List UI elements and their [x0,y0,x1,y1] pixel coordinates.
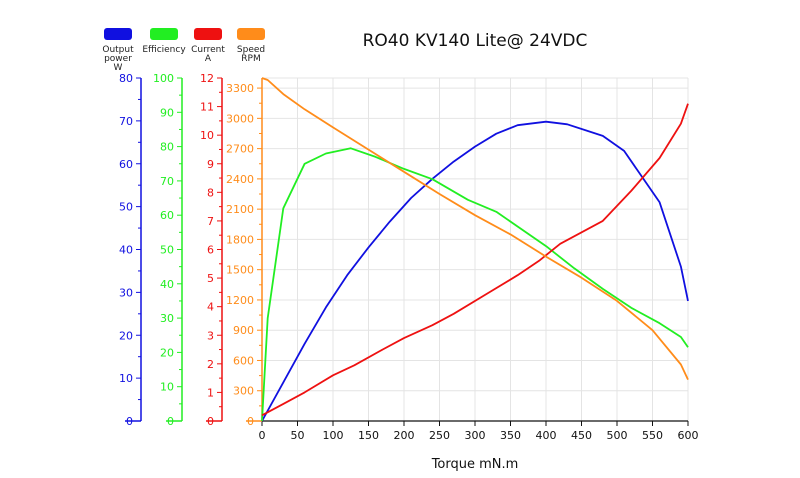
legend-swatch-current [194,28,222,40]
x-tick-label: 250 [429,429,450,442]
efficiency-tick-label: 50 [160,244,174,257]
power-tick-label: 10 [119,372,133,385]
legend-label-line: Speed [237,45,265,55]
grid [262,77,689,421]
speed-tick-label: 2700 [226,143,254,156]
current-tick-label: 12 [200,72,214,85]
x-tick-label: 0 [259,429,266,442]
x-tick-label: 50 [291,429,305,442]
power-tick-label: 30 [119,286,133,299]
efficiency-tick-label: 60 [160,209,174,222]
efficiency-tick-label: 100 [153,72,174,85]
speed-tick-label: 1800 [226,233,254,246]
efficiency-tick-label: 80 [160,141,174,154]
x-tick-label: 300 [465,429,486,442]
speed-tick-label: 2400 [226,173,254,186]
legend-label-line: W [114,63,123,73]
legend-label-line: Output [102,45,134,55]
x-tick-label: 400 [536,429,557,442]
legend-swatch-speed [237,28,265,40]
legend-swatch-power [104,28,132,40]
current-tick-label: 5 [207,272,214,285]
current-tick-label: 4 [207,301,214,314]
power-tick-label: 0 [126,415,133,428]
speed-tick-label: 3300 [226,82,254,95]
series-lines [261,77,689,422]
legend-label-line: A [205,54,212,64]
x-tick-label: 600 [678,429,699,442]
current-tick-label: 11 [200,101,214,114]
speed-tick-label: 2100 [226,203,254,216]
legend-label-power: Output power W [102,45,134,73]
x-tick-label: 350 [500,429,521,442]
efficiency-tick-label: 90 [160,106,174,119]
speed-tick-label: 300 [233,385,254,398]
legend-label-current: Current A [191,45,225,64]
x-tick-label: 450 [571,429,592,442]
legend: Output power W Efficiency Current A Speed RPM [102,28,265,73]
series-line-efficiency [261,147,689,422]
efficiency-tick-label: 10 [160,381,174,394]
series-line-power [261,120,689,422]
power-tick-label: 20 [119,329,133,342]
current-tick-label: 0 [207,415,214,428]
power-tick-label: 50 [119,201,133,214]
speed-tick-label: 1200 [226,294,254,307]
current-tick-label: 8 [207,186,214,199]
speed-tick-label: 600 [233,354,254,367]
legend-label-line: Current [191,45,225,55]
x-tick-label: 100 [323,429,344,442]
legend-label-speed: Speed RPM [237,45,265,64]
current-tick-label: 7 [207,215,214,228]
legend-label-line: RPM [241,54,260,64]
efficiency-tick-label: 0 [167,415,174,428]
current-tick-label: 2 [207,358,214,371]
axes: 0 50 100 150 200 250 300 350 400 450 500 550 6000102… [119,72,699,442]
speed-tick-label: 1500 [226,264,254,277]
x-tick-label: 150 [358,429,379,442]
efficiency-tick-label: 20 [160,346,174,359]
current-tick-label: 10 [200,129,214,142]
legend-label-line: power [104,54,132,64]
current-tick-label: 9 [207,158,214,171]
current-tick-label: 3 [207,329,214,342]
efficiency-tick-label: 30 [160,312,174,325]
speed-tick-label: 900 [233,324,254,337]
power-tick-label: 40 [119,244,133,257]
legend-swatch-efficiency [150,28,178,40]
legend-label-efficiency: Efficiency [142,45,186,55]
x-tick-label: 500 [607,429,628,442]
power-tick-label: 70 [119,115,133,128]
speed-tick-label: 0 [247,415,254,428]
series-line-current [261,103,689,417]
current-tick-label: 1 [207,386,214,399]
current-tick-label: 6 [207,244,214,257]
power-tick-label: 60 [119,158,133,171]
efficiency-tick-label: 40 [160,278,174,291]
legend-label-line: Efficiency [142,45,186,55]
power-tick-label: 80 [119,72,133,85]
x-tick-label: 550 [642,429,663,442]
speed-tick-label: 3000 [226,112,254,125]
efficiency-tick-label: 70 [160,175,174,188]
x-tick-label: 200 [394,429,415,442]
chart-title: RO40 KV140 Lite@ 24VDC [363,31,588,51]
series-line-speed [261,77,689,380]
x-axis-label: Torque mN.m [431,457,519,472]
